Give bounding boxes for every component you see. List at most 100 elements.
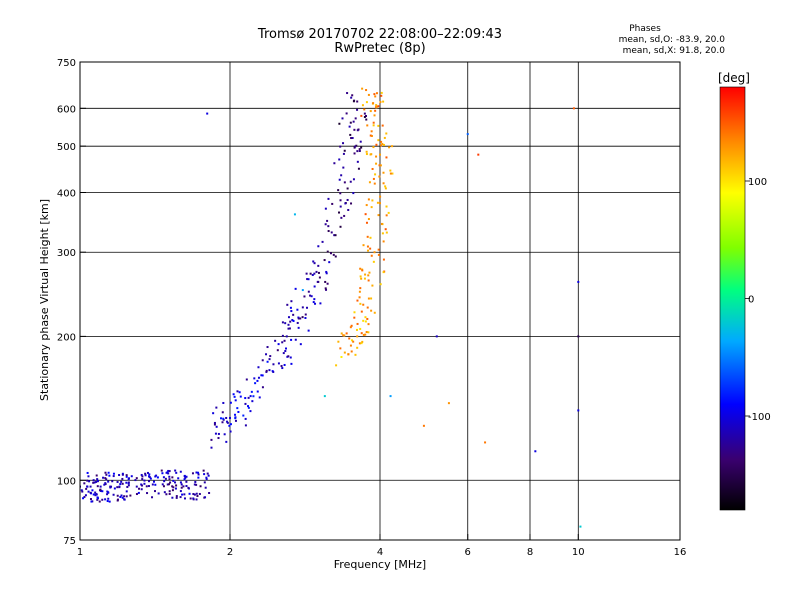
- data-point: [104, 482, 107, 485]
- data-point: [116, 480, 119, 483]
- data-point: [365, 331, 368, 334]
- data-point: [367, 218, 370, 221]
- data-point: [95, 493, 98, 496]
- x-tick-label: 8: [527, 547, 533, 558]
- data-point: [435, 335, 438, 338]
- data-point: [312, 260, 315, 263]
- data-point: [123, 498, 126, 501]
- data-point: [280, 365, 283, 368]
- data-point: [384, 187, 387, 190]
- data-point: [339, 205, 342, 208]
- data-point: [344, 202, 347, 205]
- data-point: [105, 478, 108, 481]
- data-point: [101, 490, 104, 493]
- data-point: [206, 472, 209, 475]
- data-point: [447, 402, 450, 405]
- data-point: [385, 214, 388, 217]
- data-point: [116, 498, 119, 501]
- data-point: [102, 476, 105, 479]
- data-point: [203, 473, 206, 476]
- data-point: [363, 112, 366, 115]
- y-tick-label: 300: [57, 248, 76, 259]
- data-point: [374, 173, 377, 176]
- data-point: [165, 471, 168, 474]
- data-point: [359, 140, 362, 143]
- data-point: [305, 272, 308, 275]
- data-point: [367, 249, 370, 252]
- data-point: [183, 478, 186, 481]
- data-point: [140, 473, 143, 476]
- data-point: [333, 162, 336, 165]
- data-point: [94, 491, 97, 494]
- data-point: [370, 254, 373, 257]
- data-point: [175, 495, 178, 498]
- data-point: [381, 232, 384, 235]
- data-point: [360, 310, 363, 313]
- data-point: [91, 489, 94, 492]
- data-point: [313, 298, 316, 301]
- data-point: [286, 303, 289, 306]
- data-point: [379, 164, 382, 167]
- data-point: [366, 245, 369, 248]
- data-point: [234, 399, 237, 402]
- data-point: [183, 497, 186, 500]
- data-point: [363, 277, 366, 280]
- data-point: [187, 486, 190, 489]
- x-tick-label: 16: [674, 547, 687, 558]
- data-point: [135, 485, 138, 488]
- data-point: [325, 270, 328, 273]
- data-point: [134, 479, 137, 482]
- data-point: [307, 290, 310, 293]
- data-point: [205, 478, 208, 481]
- data-point: [168, 490, 171, 493]
- data-point: [342, 334, 345, 337]
- data-point: [164, 477, 167, 480]
- data-point: [121, 477, 124, 480]
- data-point: [373, 182, 376, 185]
- data-point: [364, 333, 367, 336]
- data-point: [384, 228, 387, 231]
- data-point: [143, 479, 146, 482]
- data-point: [294, 338, 297, 341]
- data-point: [313, 262, 316, 265]
- data-point: [338, 178, 341, 181]
- data-point: [96, 498, 99, 501]
- data-point: [382, 100, 385, 103]
- data-point: [167, 483, 170, 486]
- data-point: [199, 485, 202, 488]
- data-point: [84, 494, 87, 497]
- data-point: [283, 339, 286, 342]
- data-point: [144, 474, 147, 477]
- data-point: [210, 446, 213, 449]
- data-point: [354, 353, 357, 356]
- data-point: [373, 311, 376, 314]
- data-point: [174, 469, 177, 472]
- data-point: [87, 490, 90, 493]
- data-point: [354, 145, 357, 148]
- data-point: [371, 284, 374, 287]
- data-point: [367, 323, 370, 326]
- data-point: [106, 493, 109, 496]
- data-point: [257, 376, 260, 379]
- data-point: [175, 484, 178, 487]
- x-tick-label: 10: [572, 547, 585, 558]
- data-point: [362, 244, 365, 247]
- chart-title: Tromsø 20170702 22:08:00–22:09:43: [257, 27, 502, 42]
- data-point: [120, 480, 123, 483]
- data-point: [307, 278, 310, 281]
- data-point: [85, 487, 88, 490]
- data-point: [385, 156, 388, 159]
- data-point: [179, 481, 182, 484]
- data-point: [103, 483, 106, 486]
- data-point: [194, 480, 197, 483]
- data-point: [343, 334, 346, 337]
- data-point: [361, 269, 364, 272]
- data-point: [116, 494, 119, 497]
- data-point: [289, 320, 292, 323]
- data-point: [290, 362, 293, 365]
- data-point: [167, 472, 170, 475]
- data-point: [377, 248, 380, 251]
- data-point: [362, 333, 365, 336]
- data-point: [217, 437, 220, 440]
- data-point: [83, 482, 86, 485]
